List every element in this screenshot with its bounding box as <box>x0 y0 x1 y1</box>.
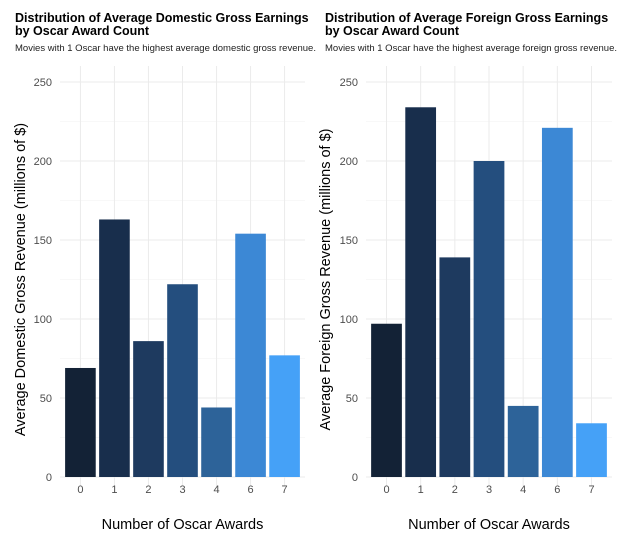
y-tick-label: 0 <box>352 472 358 484</box>
y-tick-label: 100 <box>34 314 52 326</box>
chart-subtitle: Movies with 1 Oscar have the highest ave… <box>15 43 316 54</box>
chart-title: Distribution of Average Foreign Gross Ea… <box>325 11 609 38</box>
y-tick-label: 150 <box>34 235 52 247</box>
bar <box>541 127 573 477</box>
chart-panel-foreign: Distribution of Average Foreign Gross Ea… <box>310 0 626 546</box>
bar <box>167 284 198 477</box>
bar <box>439 257 471 477</box>
x-axis-title: Number of Oscar Awards <box>102 517 264 533</box>
bar <box>133 341 164 477</box>
x-tick-label: 6 <box>554 484 560 496</box>
y-tick-label: 250 <box>340 77 358 89</box>
bar <box>65 367 96 477</box>
x-tick-label: 4 <box>213 484 219 496</box>
bar <box>269 355 300 477</box>
y-tick-label: 200 <box>34 156 52 168</box>
chart-title: Distribution of Average Domestic Gross E… <box>15 11 309 38</box>
x-tick-label: 0 <box>383 484 389 496</box>
x-tick-label: 4 <box>520 484 526 496</box>
chart-subtitle: Movies with 1 Oscar have the highest ave… <box>325 43 618 54</box>
bar <box>371 323 402 477</box>
x-tick-label: 3 <box>486 484 492 496</box>
x-tick-label: 7 <box>588 484 594 496</box>
bar <box>507 405 539 477</box>
x-tick-label: 7 <box>282 484 288 496</box>
y-axis-title: Average Foreign Gross Revenue (millions … <box>318 129 334 431</box>
y-tick-label: 50 <box>40 393 52 405</box>
y-tick-label: 100 <box>340 314 358 326</box>
bar <box>473 161 505 477</box>
bar <box>576 423 607 477</box>
bar-chart-domestic: 0 50 100 150 200 250 0 1 2 3 4 6 7 Number of Oscar Aw… <box>13 66 305 533</box>
x-tick-label: 0 <box>77 484 83 496</box>
y-tick-label: 50 <box>346 393 358 405</box>
y-tick-label: 150 <box>340 235 358 247</box>
x-tick-label: 2 <box>145 484 151 496</box>
x-axis-title: Number of Oscar Awards <box>408 517 570 533</box>
x-tick-label: 3 <box>179 484 185 496</box>
y-tick-label: 200 <box>340 156 358 168</box>
x-tick-label: 1 <box>111 484 117 496</box>
bar <box>235 233 266 477</box>
bar-chart-foreign: 0 50 100 150 200 250 0 1 2 3 4 6 7 Number of Oscar Aw… <box>318 66 612 533</box>
x-tick-label: 6 <box>247 484 253 496</box>
x-tick-label: 2 <box>452 484 458 496</box>
y-tick-label: 0 <box>46 472 52 484</box>
chart-panel-domestic: Distribution of Average Domestic Gross E… <box>0 0 316 546</box>
bar <box>201 407 232 477</box>
bar <box>405 107 437 477</box>
x-tick-label: 1 <box>418 484 424 496</box>
y-tick-label: 250 <box>34 77 52 89</box>
bar <box>99 219 130 477</box>
y-axis-title: Average Domestic Gross Revenue (millions… <box>13 123 29 436</box>
